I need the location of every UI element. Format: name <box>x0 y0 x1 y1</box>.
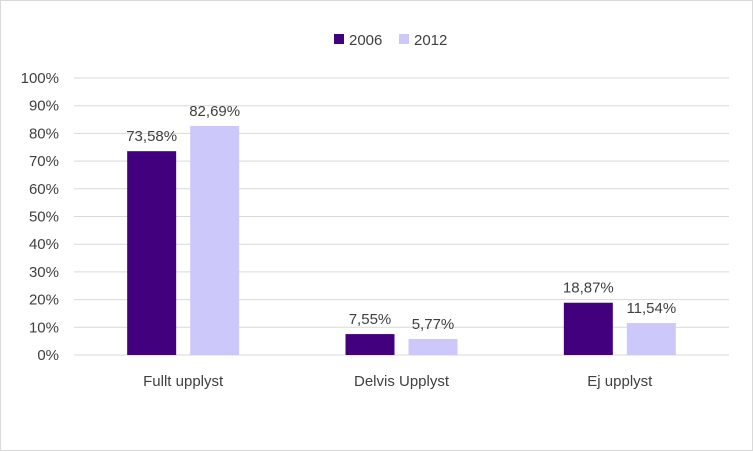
y-tick-label: 10% <box>29 319 59 336</box>
y-tick-label: 60% <box>29 181 59 198</box>
legend-label-2012: 2012 <box>414 32 447 49</box>
y-tick-label: 20% <box>29 292 59 309</box>
y-axis-tick-labels: 0% 10% 20% 30% 40% 50% 60% 70% 80% 90% 100% <box>21 70 59 364</box>
legend: 2006 2012 <box>334 32 447 49</box>
y-tick-label: 50% <box>29 209 59 226</box>
bar-2012-1 <box>408 339 458 355</box>
bar-2012-0 <box>190 125 240 355</box>
bar-2012-2 <box>626 323 676 355</box>
y-tick-label: 70% <box>29 153 59 170</box>
category-label: Delvis Upplyst <box>354 373 450 390</box>
data-label: 82,69% <box>189 103 240 120</box>
y-tick-label: 90% <box>29 98 59 115</box>
bars <box>127 125 676 355</box>
category-label: Ej upplyst <box>587 373 653 390</box>
data-label: 11,54% <box>626 300 676 317</box>
y-tick-label: 100% <box>21 70 59 87</box>
data-labels: 73,58% 82,69% 7,55% 5,77% 18,87% 11,54% <box>126 103 676 333</box>
y-tick-label: 30% <box>29 264 59 281</box>
data-label: 7,55% <box>349 311 392 328</box>
data-label: 5,77% <box>412 316 455 333</box>
bar-2006-1 <box>345 334 395 355</box>
bar-2006-2 <box>563 302 613 355</box>
legend-label-2006: 2006 <box>349 32 382 49</box>
x-axis-category-labels: Fullt upplyst Delvis Upplyst Ej upplyst <box>143 373 653 390</box>
data-label: 18,87% <box>563 280 614 297</box>
legend-swatch-2012 <box>399 34 409 44</box>
category-label: Fullt upplyst <box>143 373 224 390</box>
y-tick-label: 40% <box>29 236 59 253</box>
data-label: 73,58% <box>126 128 177 145</box>
bar-2006-0 <box>127 151 177 355</box>
gridlines <box>74 77 729 356</box>
y-tick-label: 80% <box>29 125 59 142</box>
y-tick-label: 0% <box>37 347 59 364</box>
legend-swatch-2006 <box>334 34 344 44</box>
